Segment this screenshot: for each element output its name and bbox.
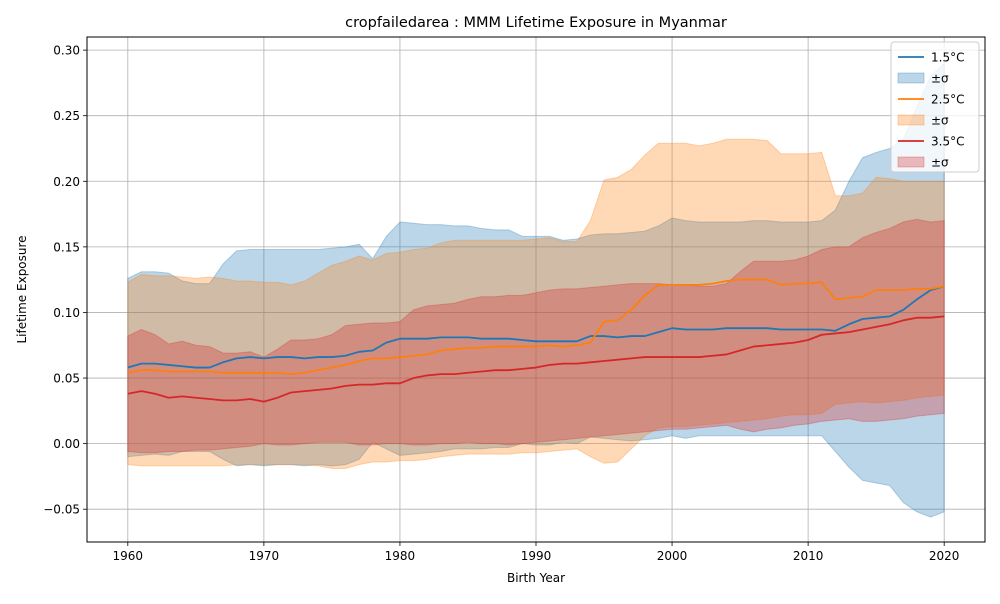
x-tick-label: 1970 xyxy=(249,549,280,563)
y-tick-label: 0.05 xyxy=(53,372,80,386)
line-layer xyxy=(127,278,945,403)
y-tick-label: 0.20 xyxy=(53,175,80,189)
tick-layer: 1960 1970 1980 1990 2000 2010 2020 −0.05 0.00 0.0… xyxy=(43,44,959,563)
y-tick-label: 0.00 xyxy=(53,437,80,451)
legend-band-swatch xyxy=(897,72,925,84)
legend: 1.5°C ±σ 2.5°C ±σ 3.5°C ±σ xyxy=(890,41,980,173)
line-series-1 xyxy=(127,285,945,369)
legend-label-band: ±σ xyxy=(931,156,949,170)
legend-label-series: 3.5°C xyxy=(931,135,964,149)
line-series-2 xyxy=(127,278,945,375)
legend-band-swatch xyxy=(897,156,925,168)
band-series-1 xyxy=(127,62,945,518)
x-tick-label: 2010 xyxy=(793,549,824,563)
x-tick-label: 1980 xyxy=(385,549,416,563)
legend-label-series: 1.5°C xyxy=(931,51,964,65)
legend-band-swatch xyxy=(897,114,925,126)
y-tick-label: 0.10 xyxy=(53,306,80,320)
x-tick-label: 2020 xyxy=(929,549,960,563)
legend-label-band: ±σ xyxy=(931,114,949,128)
x-axis-label: Birth Year xyxy=(507,571,565,585)
y-tick-label: 0.15 xyxy=(53,240,80,254)
y-axis-label: Lifetime Exposure xyxy=(15,235,29,343)
legend-label-band: ±σ xyxy=(931,72,949,86)
y-tick-label: 0.30 xyxy=(53,44,80,58)
line-series-3 xyxy=(127,315,945,403)
band-series-3 xyxy=(127,218,945,454)
x-tick-label: 1960 xyxy=(113,549,144,563)
legend-box xyxy=(890,41,980,173)
grid-layer xyxy=(87,37,985,542)
y-tick-label: 0.25 xyxy=(53,109,80,123)
x-tick-label: 1990 xyxy=(521,549,552,563)
chart-title: cropfailedarea : MMM Lifetime Exposure i… xyxy=(345,15,727,31)
band-series-2 xyxy=(127,138,945,470)
y-tick-label: −0.05 xyxy=(43,503,80,517)
x-tick-label: 2000 xyxy=(657,549,688,563)
band-layer xyxy=(127,62,945,518)
legend-label-series: 2.5°C xyxy=(931,93,964,107)
